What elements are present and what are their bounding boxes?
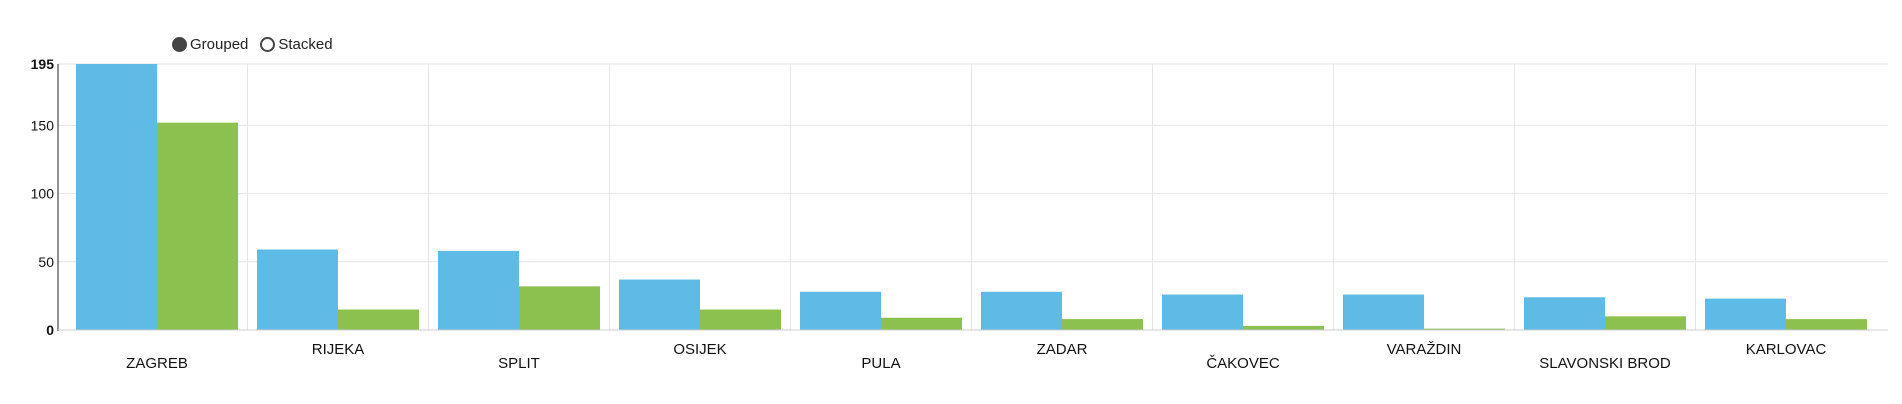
bar-series-1 — [438, 250, 519, 330]
category-label: ZADAR — [1037, 341, 1088, 358]
stacked-label: Stacked — [278, 36, 333, 53]
bar-series-1 — [800, 291, 881, 330]
category-label: PULA — [861, 355, 900, 372]
grouped-option[interactable]: Grouped — [172, 36, 248, 53]
category-label: ČAKOVEC — [1206, 355, 1280, 372]
chart-mode-toggle: Grouped Stacked — [172, 36, 345, 53]
bar-series-1 — [76, 64, 157, 330]
category-label: SLAVONSKI BROD — [1539, 355, 1671, 372]
bar-series-2 — [157, 122, 238, 331]
category-label: VARAŽDIN — [1387, 341, 1462, 358]
stacked-option[interactable]: Stacked — [260, 36, 333, 53]
y-tick-label: 195 — [31, 56, 55, 72]
bar-series-2 — [1786, 319, 1867, 330]
bar-series-2 — [519, 286, 600, 330]
stacked-radio-icon[interactable] — [260, 37, 276, 52]
bar-series-2 — [1424, 328, 1505, 330]
y-tick-label: 0 — [46, 322, 54, 338]
bar-series-2 — [700, 309, 781, 330]
category-label: OSIJEK — [673, 341, 726, 358]
bar-series-1 — [1524, 297, 1605, 330]
bar-series-2 — [338, 309, 419, 330]
y-tick-label: 50 — [38, 254, 54, 270]
y-tick-label: 100 — [31, 186, 55, 202]
category-label: ZAGREB — [126, 355, 188, 372]
bar-series-1 — [1705, 298, 1786, 330]
grouped-label: Grouped — [190, 36, 249, 53]
bar-series-2 — [1062, 319, 1143, 330]
bar-series-2 — [1243, 325, 1324, 330]
category-label: RIJEKA — [312, 341, 365, 358]
bar-series-1 — [1162, 294, 1243, 330]
bar-series-1 — [981, 291, 1062, 330]
bar-series-1 — [257, 249, 338, 330]
y-tick-label: 150 — [31, 117, 55, 133]
bar-series-1 — [619, 279, 700, 330]
grouped-radio-icon[interactable] — [172, 37, 187, 52]
bar-series-2 — [881, 317, 962, 330]
bar-series-2 — [1605, 316, 1686, 330]
category-label: SPLIT — [498, 355, 540, 372]
category-label: KARLOVAC — [1746, 341, 1827, 358]
bar-series-1 — [1343, 294, 1424, 330]
